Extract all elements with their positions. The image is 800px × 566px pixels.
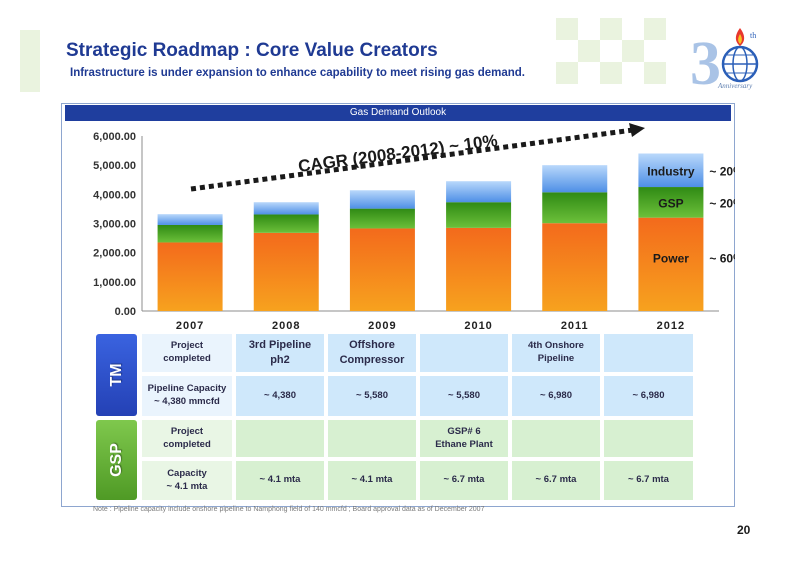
gsp-capacity-label: Capacity ~ 4.1 mta: [142, 461, 232, 500]
gsp-row-tab: GSP: [96, 420, 137, 500]
bar-power-2012: [638, 217, 704, 311]
x-tick-label: 2012: [657, 320, 685, 332]
x-tick-label: 2007: [176, 320, 204, 332]
tm-project-label: Project completed: [142, 334, 232, 372]
x-tick-label: 2008: [272, 320, 300, 332]
gsp-project-label: Project completed: [142, 420, 232, 457]
tm-project-cell: 3rd Pipeline ph2: [236, 334, 324, 372]
bar-power-2009: [349, 228, 415, 311]
decor-square: [622, 40, 644, 62]
y-tick-label: 2,000.00: [93, 248, 136, 260]
panel-title: Gas Demand Outlook: [65, 105, 731, 121]
bar-gsp-2009: [349, 208, 415, 229]
bar-industry-2009: [349, 190, 415, 209]
bar-industry-2010: [446, 181, 512, 203]
svg-text:th: th: [750, 31, 756, 40]
share-label: ~ 60%: [709, 252, 735, 266]
decor-square: [600, 18, 622, 40]
decor-square: [20, 30, 40, 92]
gas-demand-chart: 0.00 1,000.00 2,000.00 3,000.00 4,000.00 5,00…: [93, 123, 735, 332]
tm-capacity-label: Pipeline Capacity ~ 4,380 mmcfd: [142, 376, 232, 416]
tm-project-cell: [604, 334, 693, 372]
decor-square: [600, 62, 622, 84]
x-tick-label: 2010: [464, 320, 492, 332]
decor-square: [556, 18, 578, 40]
segment-label-power: Power: [653, 252, 689, 266]
share-label: ~ 20%: [709, 196, 735, 210]
gsp-capacity-cell: ~ 4.1 mta: [236, 461, 324, 500]
gsp-project-cell: [328, 420, 416, 457]
x-tick-label: 2011: [561, 320, 589, 332]
logo-caption: Anniversary: [718, 82, 753, 90]
cagr-annotation: CAGR (2008-2012) ~ 10%: [297, 131, 499, 176]
gsp-capacity-cell: ~ 6.7 mta: [420, 461, 508, 500]
bar-gsp-2011: [542, 192, 608, 224]
bar-industry-2008: [253, 202, 319, 215]
segment-label-gsp: GSP: [658, 196, 683, 210]
footnote: Note : Pipeline capacity include onshore…: [93, 506, 485, 513]
gsp-project-cell: [512, 420, 600, 457]
gsp-capacity-cell: ~ 4.1 mta: [328, 461, 416, 500]
segment-label-industry: Industry: [647, 164, 695, 178]
gsp-project-cell: [236, 420, 324, 457]
cagr-arrow-head: [629, 123, 645, 137]
anniversary-logo: 3 th: [690, 28, 759, 96]
tm-project-cell: [420, 334, 508, 372]
tm-capacity-cell: ~ 5,580: [420, 376, 508, 416]
page-title: Strategic Roadmap : Core Value Creators: [66, 40, 438, 61]
bar-industry-2007: [157, 214, 223, 225]
bar-gsp-2007: [157, 224, 223, 243]
page-number: 20: [737, 523, 751, 537]
share-label: ~ 20%: [709, 164, 735, 178]
svg-text:3: 3: [690, 30, 721, 96]
gsp-project-cell: GSP# 6 Ethane Plant: [420, 420, 508, 457]
gsp-capacity-cell: ~ 6.7 mta: [512, 461, 600, 500]
y-tick-label: 5,000.00: [93, 160, 136, 172]
tm-capacity-cell: ~ 4,380: [236, 376, 324, 416]
bar-industry-2012: [638, 153, 704, 188]
decor-square: [578, 40, 600, 62]
bar-power-2008: [253, 232, 319, 311]
decor-square: [556, 62, 578, 84]
decor-square: [644, 18, 666, 40]
bar-power-2007: [157, 242, 223, 311]
decor-square: [644, 62, 666, 84]
bar-gsp-2012: [638, 187, 704, 218]
bar-power-2010: [446, 227, 512, 311]
page-subtitle: Infrastructure is under expansion to enh…: [70, 67, 525, 79]
gsp-capacity-cell: ~ 6.7 mta: [604, 461, 693, 500]
gsp-project-cell: [604, 420, 693, 457]
y-tick-label: 6,000.00: [93, 131, 136, 143]
y-tick-label: 0.00: [115, 306, 136, 318]
y-tick-label: 3,000.00: [93, 219, 136, 231]
bar-gsp-2008: [253, 214, 319, 233]
tm-row-tab: TM: [96, 334, 137, 416]
bar-industry-2011: [542, 165, 608, 193]
y-tick-label: 1,000.00: [93, 277, 136, 289]
bar-power-2011: [542, 223, 608, 311]
y-tick-label: 4,000.00: [93, 189, 136, 201]
tm-capacity-cell: ~ 5,580: [328, 376, 416, 416]
bar-gsp-2010: [446, 202, 512, 228]
tm-project-cell: Offshore Compressor: [328, 334, 416, 372]
tm-capacity-cell: ~ 6,980: [512, 376, 600, 416]
tm-capacity-cell: ~ 6,980: [604, 376, 693, 416]
tm-project-cell: 4th Onshore Pipeline: [512, 334, 600, 372]
x-tick-label: 2009: [368, 320, 396, 332]
cagr-arrow-line: [190, 127, 634, 192]
